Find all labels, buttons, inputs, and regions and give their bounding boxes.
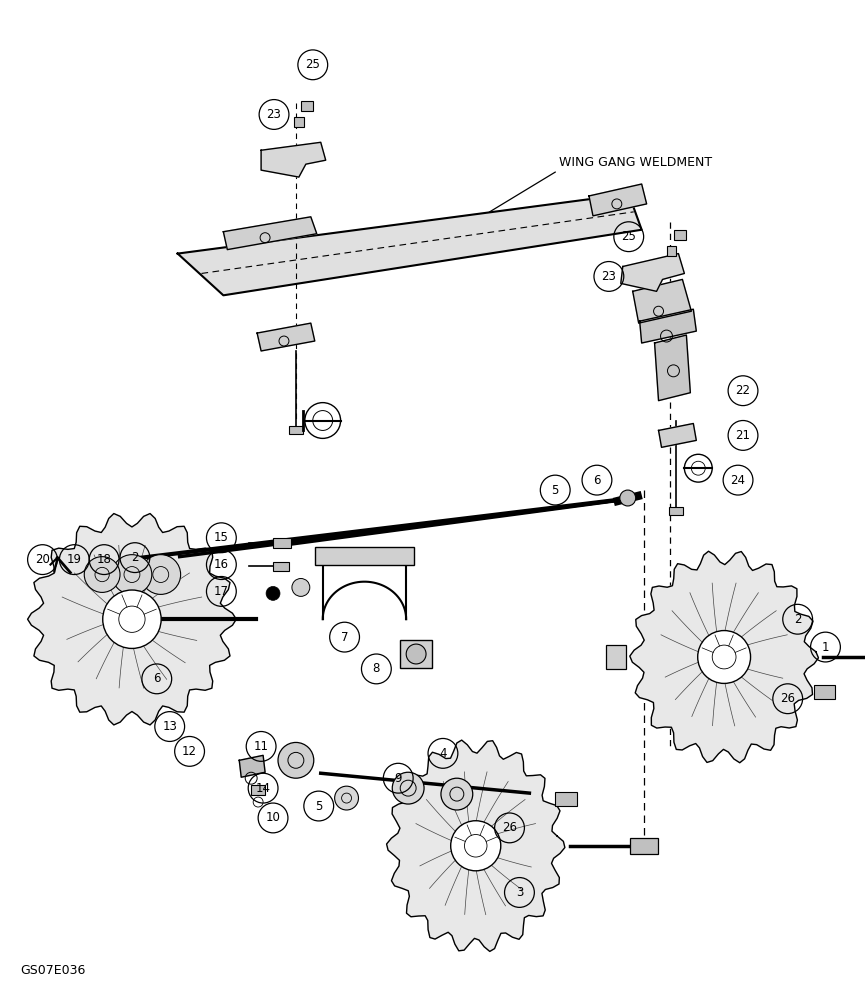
Polygon shape bbox=[240, 755, 265, 777]
Polygon shape bbox=[621, 254, 684, 291]
Polygon shape bbox=[654, 335, 690, 401]
Text: 8: 8 bbox=[372, 662, 380, 675]
Bar bbox=[813, 685, 835, 699]
Text: 2: 2 bbox=[794, 613, 801, 626]
Bar bbox=[400, 640, 432, 668]
Text: 25: 25 bbox=[306, 58, 320, 71]
Bar bbox=[630, 838, 658, 854]
Text: WING GANG WELDMENT: WING GANG WELDMENT bbox=[559, 156, 713, 169]
Text: 20: 20 bbox=[35, 553, 50, 566]
Bar bbox=[556, 792, 577, 806]
Text: 1: 1 bbox=[822, 641, 829, 654]
Circle shape bbox=[406, 644, 426, 664]
Text: 26: 26 bbox=[502, 821, 517, 834]
Circle shape bbox=[84, 557, 120, 592]
Polygon shape bbox=[640, 309, 696, 343]
Text: 11: 11 bbox=[253, 740, 268, 753]
Polygon shape bbox=[633, 279, 691, 323]
Text: 16: 16 bbox=[214, 558, 229, 571]
Text: 26: 26 bbox=[780, 692, 795, 705]
Text: 2: 2 bbox=[131, 551, 139, 564]
Bar bbox=[674, 230, 687, 240]
Circle shape bbox=[392, 772, 424, 804]
Polygon shape bbox=[178, 194, 641, 295]
Text: 4: 4 bbox=[439, 747, 447, 760]
Circle shape bbox=[441, 778, 473, 810]
Text: 23: 23 bbox=[266, 108, 281, 121]
Text: 19: 19 bbox=[67, 553, 82, 566]
Text: 6: 6 bbox=[593, 474, 601, 487]
Polygon shape bbox=[261, 142, 326, 177]
Text: 9: 9 bbox=[394, 772, 402, 785]
Bar bbox=[273, 538, 291, 548]
Polygon shape bbox=[386, 740, 565, 951]
Circle shape bbox=[450, 821, 501, 871]
Text: 10: 10 bbox=[266, 811, 280, 824]
Polygon shape bbox=[28, 514, 236, 725]
Bar bbox=[667, 246, 676, 256]
Bar bbox=[315, 547, 414, 565]
Text: 25: 25 bbox=[621, 230, 636, 243]
Bar bbox=[669, 507, 683, 515]
Text: 12: 12 bbox=[182, 745, 197, 758]
Bar bbox=[251, 785, 265, 795]
Circle shape bbox=[292, 578, 310, 596]
Circle shape bbox=[278, 742, 313, 778]
Circle shape bbox=[335, 786, 358, 810]
Bar bbox=[606, 645, 626, 669]
Circle shape bbox=[102, 590, 161, 648]
Text: 15: 15 bbox=[214, 531, 229, 544]
Circle shape bbox=[112, 555, 152, 594]
Text: 6: 6 bbox=[153, 672, 161, 685]
Circle shape bbox=[141, 555, 181, 594]
Polygon shape bbox=[589, 184, 647, 216]
Text: 21: 21 bbox=[735, 429, 751, 442]
Bar bbox=[301, 101, 312, 111]
Text: 3: 3 bbox=[516, 886, 523, 899]
Text: 13: 13 bbox=[162, 720, 177, 733]
Bar bbox=[273, 562, 289, 571]
Text: 17: 17 bbox=[214, 585, 229, 598]
Text: 24: 24 bbox=[731, 474, 746, 487]
Polygon shape bbox=[630, 551, 819, 763]
Polygon shape bbox=[659, 423, 696, 447]
Text: 7: 7 bbox=[341, 631, 348, 644]
Text: 22: 22 bbox=[735, 384, 751, 397]
Text: 14: 14 bbox=[255, 782, 271, 795]
Circle shape bbox=[620, 490, 635, 506]
Polygon shape bbox=[257, 323, 315, 351]
Polygon shape bbox=[223, 217, 317, 250]
Text: 5: 5 bbox=[315, 800, 322, 813]
Text: 23: 23 bbox=[602, 270, 616, 283]
Circle shape bbox=[266, 586, 280, 600]
Bar bbox=[294, 117, 304, 127]
Text: 5: 5 bbox=[551, 484, 559, 497]
Bar bbox=[289, 426, 303, 434]
Text: GS07E036: GS07E036 bbox=[21, 964, 86, 977]
Circle shape bbox=[698, 631, 751, 683]
Text: 18: 18 bbox=[96, 553, 112, 566]
